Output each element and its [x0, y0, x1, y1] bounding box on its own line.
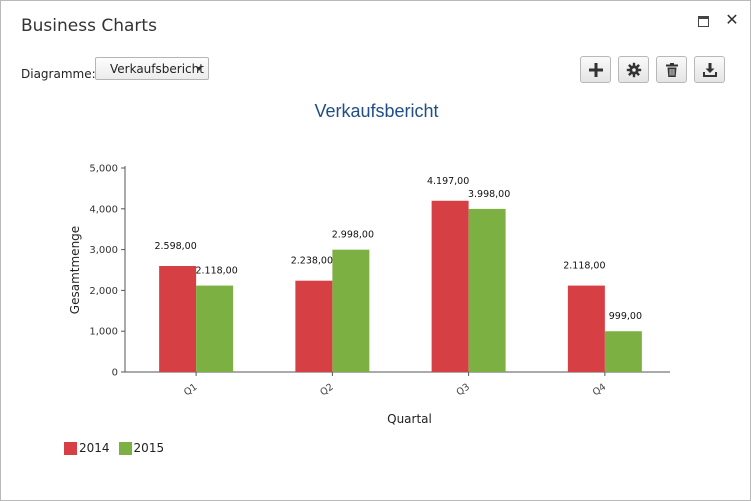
- legend-swatch-2015: [118, 441, 132, 455]
- diagram-label: Diagramme:: [21, 67, 96, 81]
- diagram-select-value: Verkaufsbericht: [110, 61, 204, 76]
- download-icon: [702, 62, 717, 77]
- data-label-2014-Q4: 2.118,00: [563, 261, 605, 272]
- legend-item-2014[interactable]: 2014: [64, 441, 110, 455]
- x-tick-label: Q4: [591, 382, 608, 399]
- add-button[interactable]: [580, 56, 611, 83]
- y-tick-label: 3,000: [89, 245, 118, 256]
- bar-2015-Q1: [196, 285, 234, 372]
- data-label-2014-Q2: 2.238,00: [291, 256, 333, 267]
- bar-2014-Q1: [159, 266, 197, 372]
- x-tick-label: Q2: [318, 382, 335, 399]
- gear-icon: [626, 62, 641, 77]
- y-axis-title: Gesamtmenge: [68, 226, 82, 314]
- x-axis-title: Quartal: [387, 412, 432, 426]
- trash-icon: [665, 62, 678, 77]
- close-button[interactable]: ✕: [722, 11, 742, 31]
- settings-button[interactable]: [618, 56, 649, 83]
- data-label-2014-Q3: 4.197,00: [427, 176, 469, 187]
- chevron-down-icon: [196, 67, 202, 71]
- y-tick-label: 1,000: [89, 327, 118, 338]
- window-title: Business Charts: [21, 16, 157, 36]
- data-label-2014-Q1: 2.598,00: [154, 241, 196, 252]
- diagram-select[interactable]: Verkaufsbericht: [95, 57, 209, 80]
- data-label-2015-Q1: 2.118,00: [195, 266, 237, 277]
- x-tick-label: Q3: [454, 382, 471, 399]
- legend-label-2015: 2015: [133, 441, 165, 455]
- chart-title: Verkaufsbericht: [314, 101, 439, 121]
- download-button[interactable]: [694, 56, 725, 83]
- y-tick-label: 2,000: [89, 286, 118, 297]
- legend-label-2014: 2014: [79, 441, 110, 455]
- bar-2014-Q2: [295, 280, 333, 372]
- bar-2015-Q2: [332, 249, 370, 372]
- legend-item-2015[interactable]: 2015: [118, 441, 165, 455]
- data-label-2015-Q3: 3.998,00: [468, 189, 510, 200]
- legend-swatch-2014: [64, 441, 77, 455]
- bar-2015-Q4: [604, 331, 642, 372]
- data-label-2015-Q2: 2.998,00: [332, 230, 374, 241]
- y-tick-label: 4,000: [89, 204, 118, 215]
- bar-2014-Q4: [567, 285, 605, 372]
- chart-legend: 2014 2015: [64, 441, 173, 455]
- data-label-2015-Q4: 999,00: [609, 311, 642, 322]
- add-icon: [588, 62, 603, 77]
- bar-2015-Q3: [468, 208, 506, 372]
- maximize-icon: [697, 15, 709, 27]
- maximize-button[interactable]: [693, 11, 713, 31]
- bar-2014-Q3: [431, 200, 469, 372]
- close-icon: ✕: [725, 12, 739, 29]
- x-tick-label: Q1: [182, 382, 199, 399]
- y-tick-label: 0: [112, 368, 118, 379]
- y-tick-label: 5,000: [89, 164, 118, 175]
- delete-button[interactable]: [656, 56, 687, 83]
